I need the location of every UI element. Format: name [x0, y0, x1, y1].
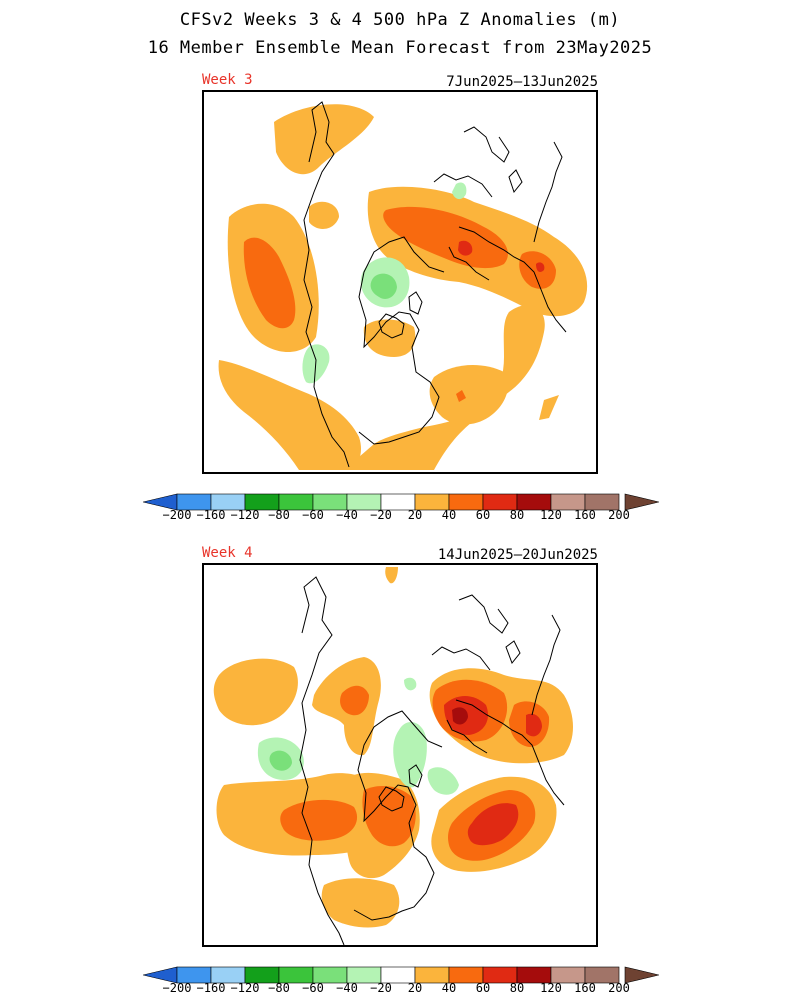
colorbar-swatch — [584, 966, 620, 984]
chart-subtitle: 16 Member Ensemble Mean Forecast from 23… — [147, 38, 653, 58]
cb2-tick: 40 — [441, 981, 457, 995]
cb1-tick: 200 — [608, 508, 630, 522]
cb1-tick: −60 — [302, 508, 324, 522]
cb2-tick: −80 — [268, 981, 290, 995]
week4-negative-anomalies-40 — [269, 750, 292, 771]
cb2-tick: −120 — [230, 981, 260, 995]
cb1-tick: 40 — [441, 508, 457, 522]
colorbar-week3-swatches — [143, 493, 659, 511]
cb2-tick: −40 — [336, 981, 358, 995]
panel2-date-range: 14Jun2025–20Jun2025 — [437, 547, 598, 563]
cb1-tick: 80 — [509, 508, 525, 522]
week4-positive-anomalies-80 — [452, 707, 468, 725]
cb1-tick: 160 — [574, 508, 596, 522]
panel2-week-label: Week 4 — [202, 545, 253, 561]
week4-coastlines — [299, 576, 565, 945]
colorbar-week3-labels: −200 −160 −120 −80 −60 −40 −20 20 40 60 … — [143, 508, 659, 524]
cb1-tick: 20 — [407, 508, 423, 522]
colorbar-week3: −200 −160 −120 −80 −60 −40 −20 20 40 60 … — [143, 493, 659, 533]
cb1-tick: −20 — [370, 508, 392, 522]
cb1-tick: 120 — [540, 508, 562, 522]
chart-title: CFSv2 Weeks 3 & 4 500 hPa Z Anomalies (m… — [179, 10, 621, 30]
cb1-tick: −40 — [336, 508, 358, 522]
colorbar-week4-swatches — [143, 966, 659, 984]
week4-map — [202, 563, 598, 947]
cb2-tick: 120 — [540, 981, 562, 995]
colorbar-week4: −200 −160 −120 −80 −60 −40 −20 20 40 60 … — [143, 966, 659, 1006]
cb2-tick: 60 — [475, 981, 491, 995]
week3-negative-anomalies-40 — [370, 273, 397, 299]
cb2-tick: 160 — [574, 981, 596, 995]
cb1-tick: −80 — [268, 508, 290, 522]
panel1-week-label: Week 3 — [202, 72, 253, 88]
week3-positive-anomalies-60 — [458, 240, 545, 272]
cb2-tick: −160 — [196, 981, 226, 995]
colorbar-swatch — [584, 493, 620, 511]
cb2-tick: 200 — [608, 981, 630, 995]
panel1-date-range: 7Jun2025–13Jun2025 — [446, 74, 598, 90]
cb2-tick: −20 — [370, 981, 392, 995]
week3-map — [202, 90, 598, 474]
cb2-tick: 80 — [509, 981, 525, 995]
cb1-tick: −160 — [196, 508, 226, 522]
cb1-tick: −120 — [230, 508, 260, 522]
cb2-tick: −60 — [302, 981, 324, 995]
cb2-tick: −200 — [162, 981, 192, 995]
colorbar-week4-labels: −200 −160 −120 −80 −60 −40 −20 20 40 60 … — [143, 981, 659, 997]
cb2-tick: 20 — [407, 981, 423, 995]
cb1-tick: 60 — [475, 508, 491, 522]
week3-coastlines — [303, 101, 567, 468]
cb1-tick: −200 — [162, 508, 192, 522]
